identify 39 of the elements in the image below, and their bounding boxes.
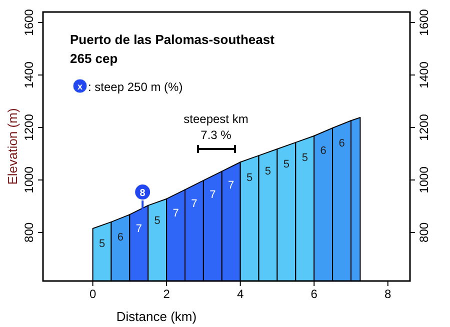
x-tick-label: 2 [163, 287, 170, 301]
series-label: 5 [246, 172, 253, 184]
x-tick-label: 8 [384, 287, 392, 301]
y-tick-label: 800 [22, 222, 36, 242]
x-tick-label: 6 [310, 287, 318, 301]
x-tick-label: 4 [236, 287, 244, 301]
series-label: 6 [117, 231, 124, 244]
series-label: 6 [320, 144, 326, 157]
x-axis-title: Distance (km) [116, 309, 197, 324]
series-label: 7 [228, 180, 234, 192]
text: 265 cep [70, 51, 118, 66]
y2-tick-label: 1600 [417, 8, 431, 36]
annotation: : steep 250 m (%) [88, 80, 183, 94]
y-tick-label: 1200 [22, 114, 36, 141]
y2-tick-label: 800 [417, 222, 431, 242]
series-label: 5 [302, 152, 308, 164]
series-label: 5 [154, 215, 160, 228]
y-tick-label: 1000 [22, 166, 36, 194]
y-tick-label: 1600 [22, 8, 36, 36]
series-label: 7 [210, 188, 216, 201]
annotation: x [77, 82, 83, 92]
series-label: 7 [191, 198, 198, 210]
annotation: steepest km [184, 112, 248, 126]
series-label: 7 [172, 207, 179, 220]
x-tick-label: 0 [89, 287, 96, 301]
y2-tick-label: 1000 [417, 166, 431, 194]
series-label: 6 [338, 137, 345, 150]
text: Puerto de las Palomas-southeast [70, 32, 276, 47]
y2-tick-label: 1400 [417, 61, 431, 88]
y-tick-label: 1400 [22, 61, 36, 88]
series-label: 7 [136, 223, 142, 236]
series-label: 5 [264, 165, 272, 178]
series-label: 5 [98, 238, 106, 250]
series-label: 5 [283, 158, 290, 171]
y-axis-title: Elevation (m) [5, 108, 20, 185]
marker-icon: x [72, 78, 88, 94]
y2-tick-label: 1200 [417, 114, 431, 141]
annotation: 8 [140, 188, 146, 200]
annotation: 7.3 % [200, 128, 232, 142]
